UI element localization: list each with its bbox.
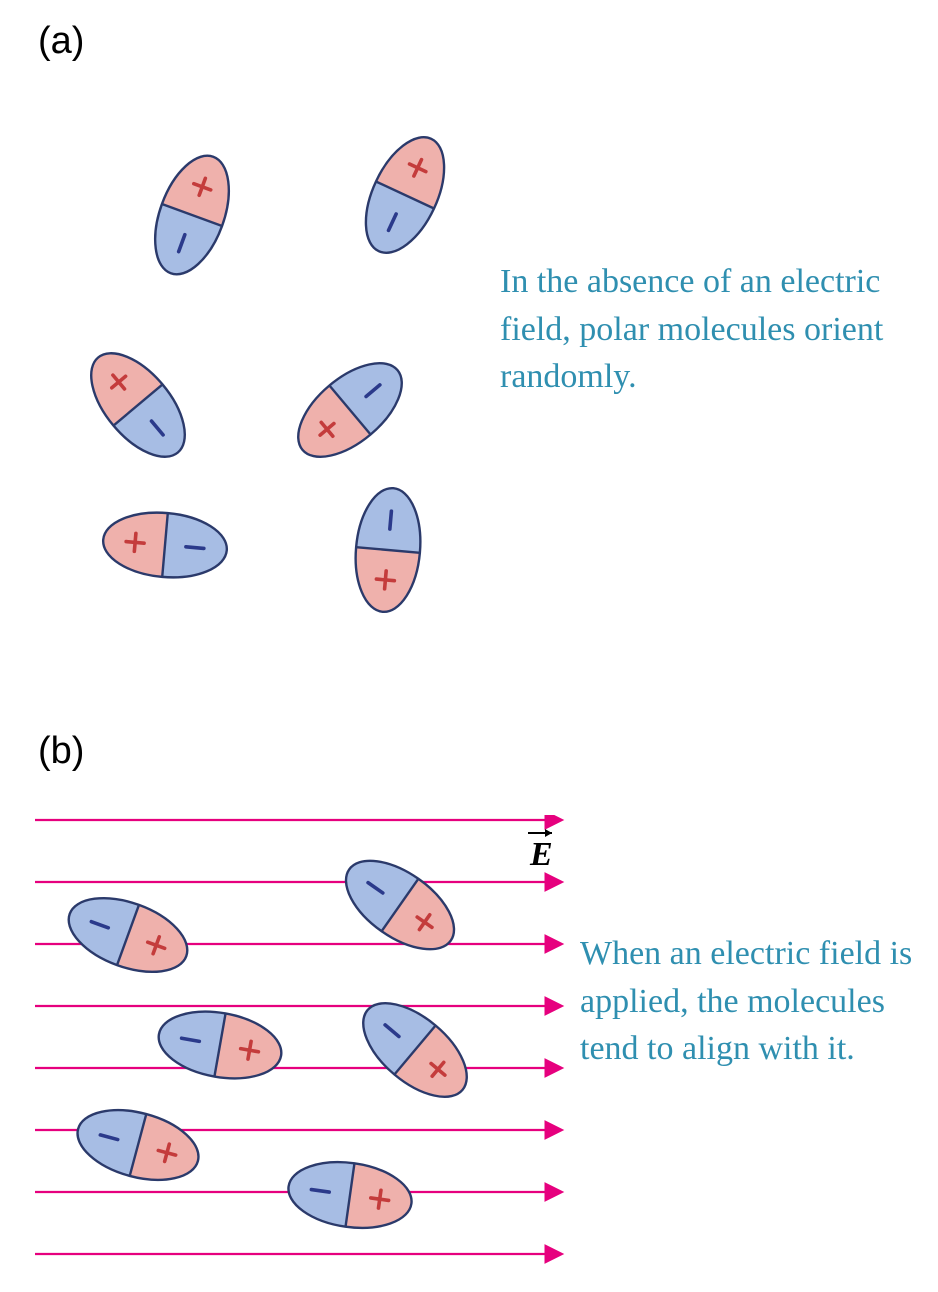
field-vector-label: E: [528, 829, 553, 873]
minus-icon: [311, 1190, 329, 1193]
panel-a-caption: In the absence of an electric field, pol…: [500, 258, 900, 401]
dipole-molecule: [153, 1003, 286, 1088]
dipole-molecule: [351, 485, 426, 614]
panel-b-caption: When an electric field is applied, the m…: [580, 930, 920, 1073]
panel-a-label: (a): [38, 20, 84, 63]
dipole-molecule: [282, 346, 418, 475]
dipole-molecule: [141, 146, 244, 284]
dipole-molecule: [350, 125, 460, 264]
dipole-molecule: [59, 884, 197, 987]
dipole-molecule: [70, 1098, 206, 1192]
dipole-molecule: [284, 1155, 416, 1236]
panel-a-diagram: [40, 100, 480, 620]
minus-icon: [186, 547, 204, 549]
panel-b-diagram: E: [30, 815, 575, 1275]
dipole-molecule: [74, 337, 203, 473]
dipole-molecule: [331, 843, 469, 967]
svg-text:E: E: [529, 836, 553, 873]
dipole-molecule: [100, 508, 229, 583]
panel-b-label: (b): [38, 730, 84, 773]
minus-icon: [390, 511, 392, 529]
